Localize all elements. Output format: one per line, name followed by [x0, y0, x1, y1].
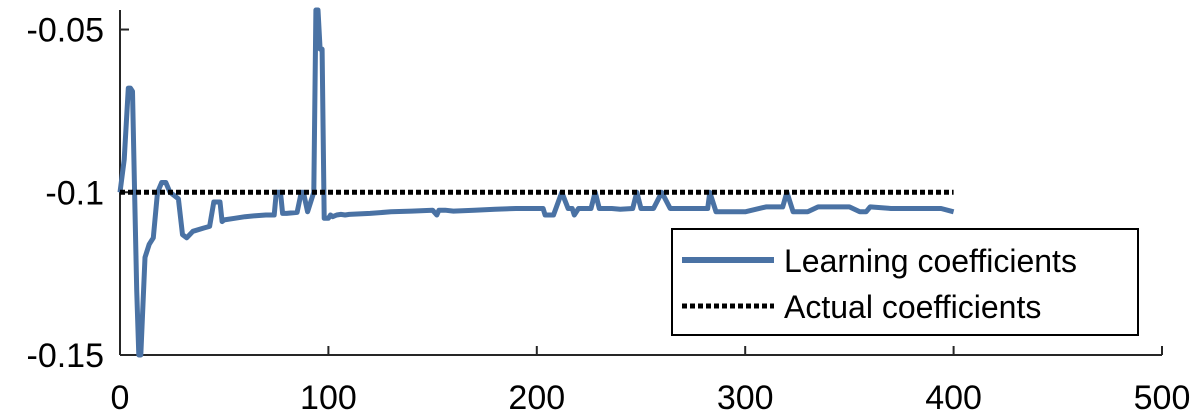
- legend-label-actual: Actual coefficients: [784, 289, 1041, 325]
- x-tick-label: 500: [1134, 379, 1191, 417]
- x-tick-label: 0: [111, 379, 130, 417]
- x-tick-label: 400: [925, 379, 982, 417]
- x-axis: 0 100 200 300 400 500: [111, 346, 1191, 417]
- series-line-learning: [117, 7, 955, 358]
- legend-label-learning: Learning coefficients: [784, 243, 1077, 279]
- legend-box: [671, 228, 1139, 336]
- plot-area: [117, 7, 955, 358]
- x-tick-label: 300: [717, 379, 774, 417]
- y-tick-label: -0.05: [27, 12, 105, 50]
- x-tick-label: 100: [300, 379, 357, 417]
- x-tick-label: 200: [508, 379, 565, 417]
- legend: Learning coefficients Actual coefficient…: [671, 228, 1139, 336]
- y-axis: -0.15 -0.1 -0.05: [27, 10, 129, 375]
- y-tick-label: -0.1: [45, 174, 104, 212]
- y-tick-label: -0.15: [27, 337, 105, 375]
